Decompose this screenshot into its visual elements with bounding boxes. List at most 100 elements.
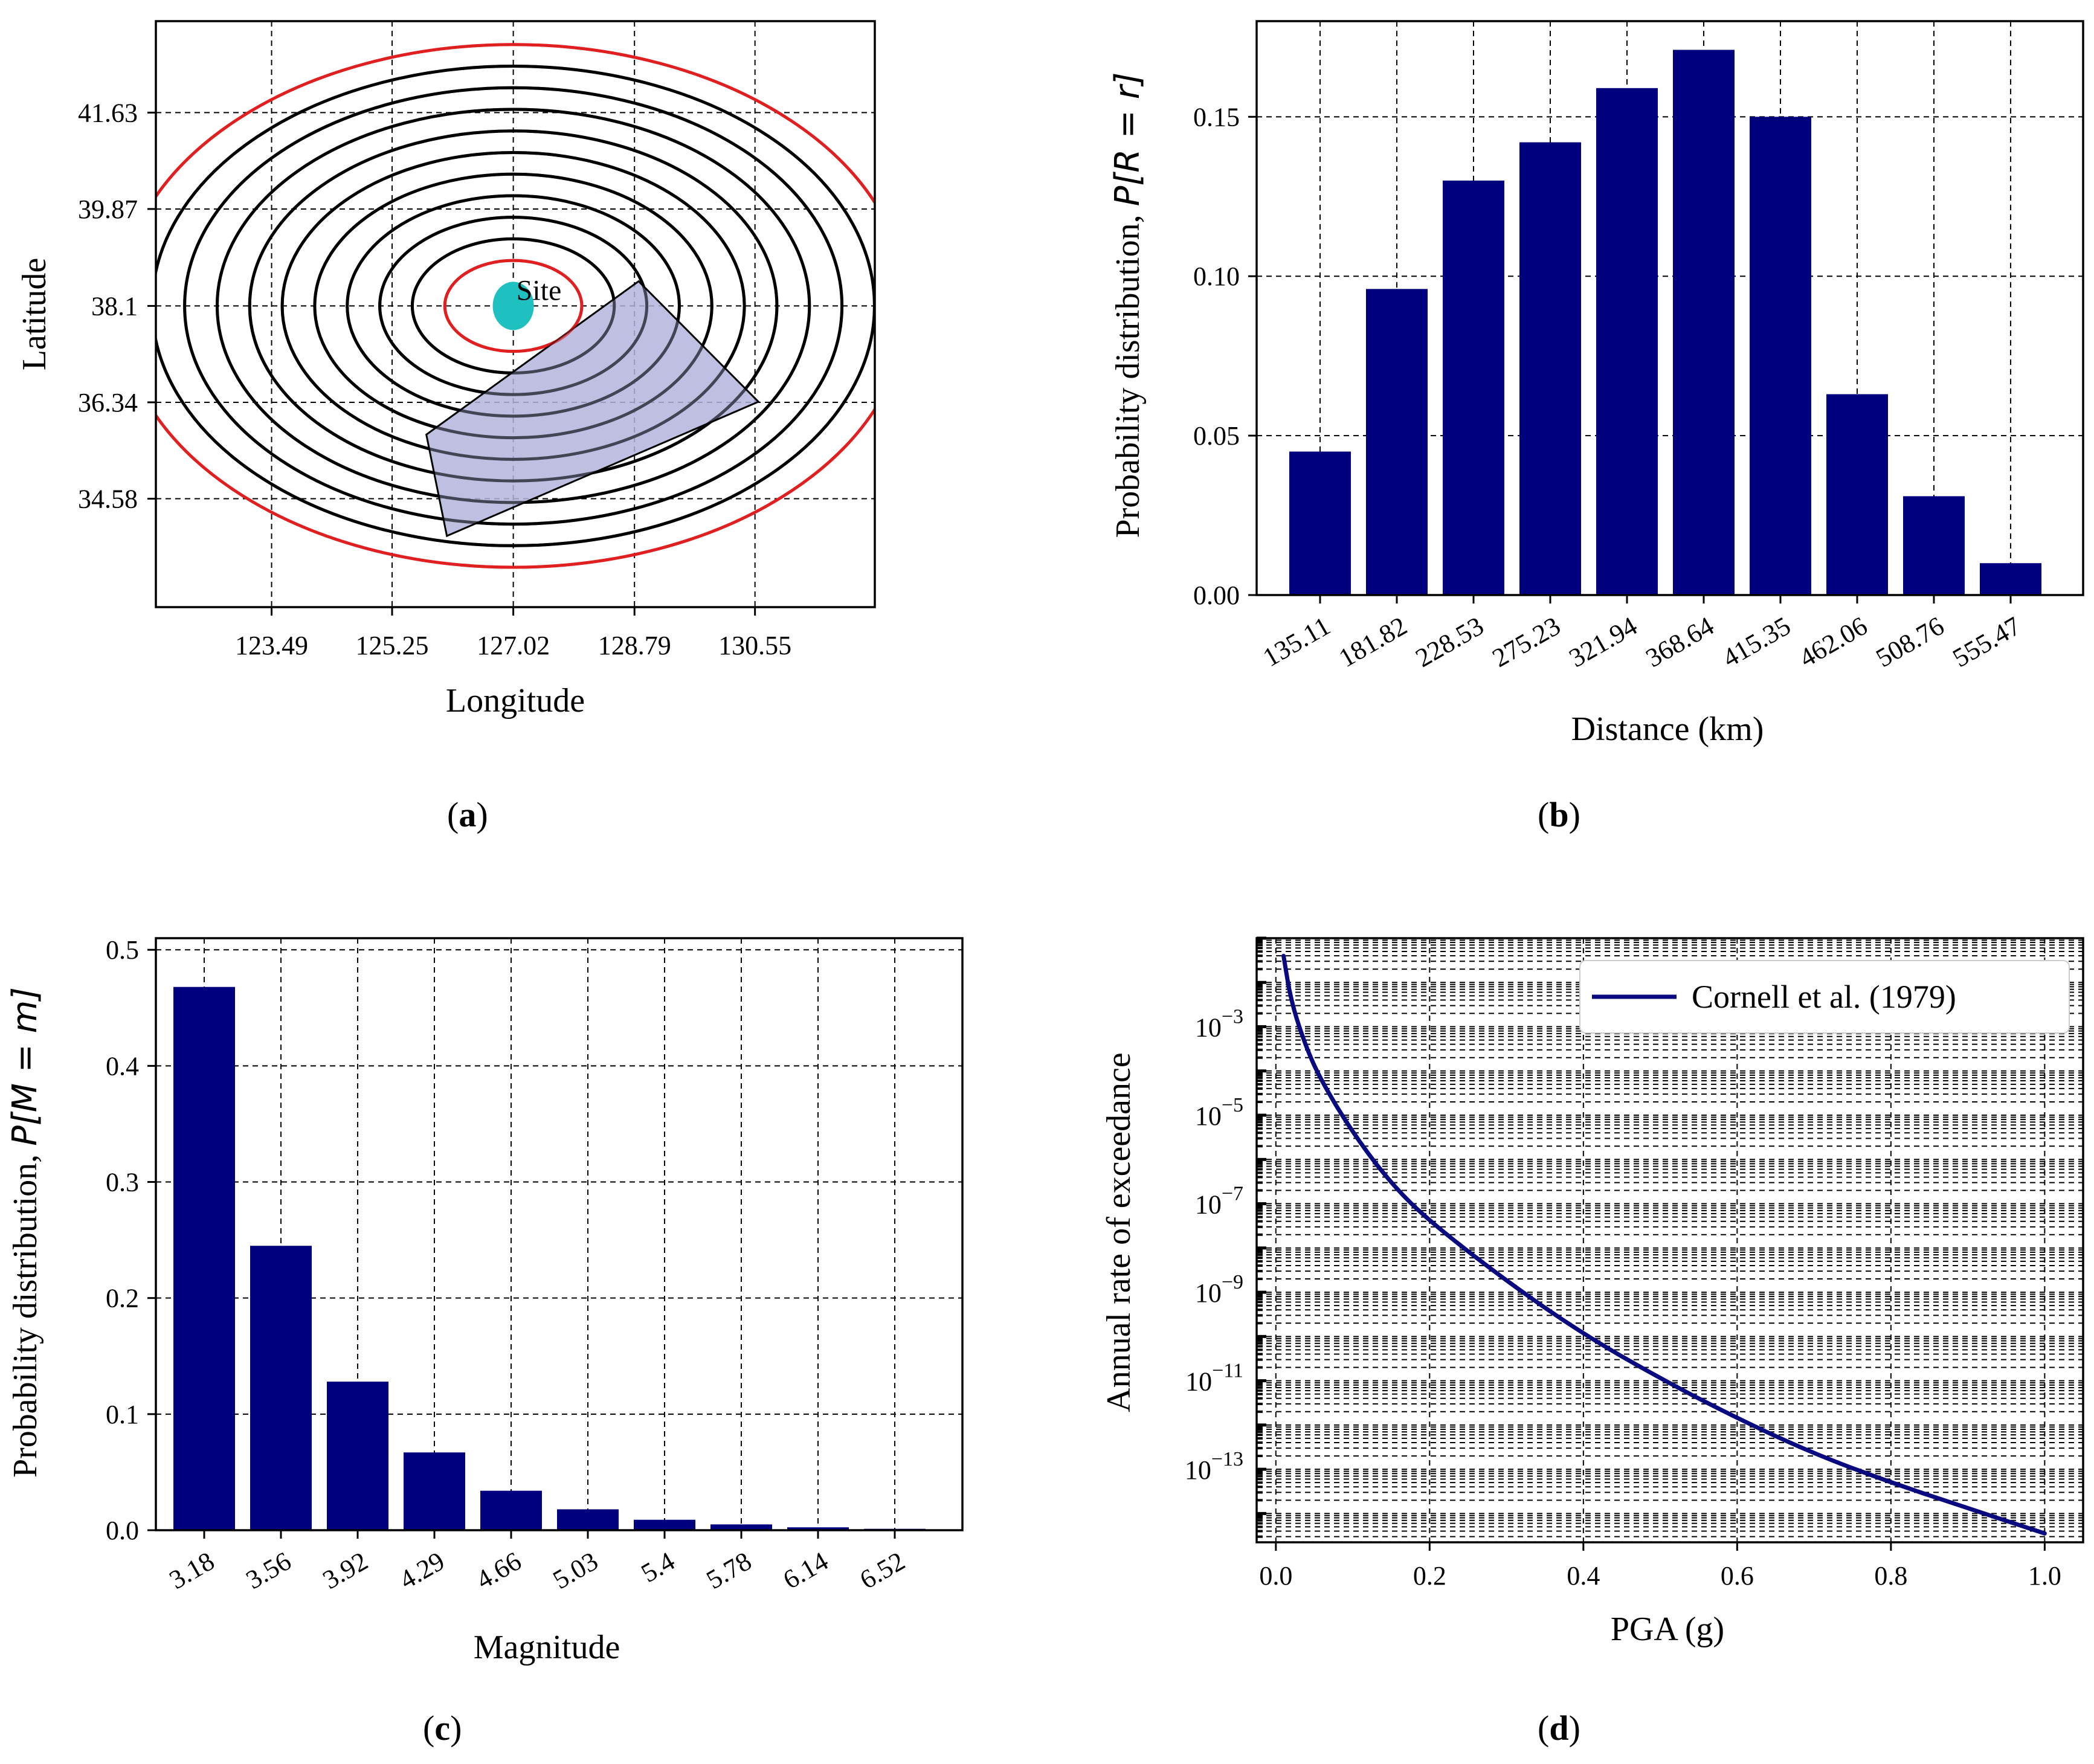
bar-181.82	[1366, 289, 1428, 595]
legend-box	[1579, 960, 2070, 1034]
panel-d-y-tick-label: 10−3	[1195, 1006, 1243, 1043]
panel-d-y-tick-label: 10−7	[1195, 1183, 1243, 1220]
distance-ring	[215, 108, 811, 504]
bar-228.53	[1443, 180, 1504, 595]
bar-508.76	[1903, 496, 1965, 595]
panel-b-y-tick-label: 0.15	[1193, 102, 1240, 132]
panel-b-y-tick-label: 0.05	[1193, 421, 1240, 451]
bar-5.78	[710, 1524, 772, 1530]
panel-b-y-axis-label-math: P[R = r]	[1108, 72, 1147, 206]
panel-c-y-ticks: 0.0 0.1 0.2 0.3 0.4 0.5	[106, 935, 156, 1545]
panel-a-x-tick-label: 128.79	[598, 631, 671, 660]
panel-d-hazard-curve: 0.0 0.2 0.4 0.6 0.8 1.0 10−3 10−5 10−7 10−9 10−11…	[1100, 936, 2084, 1748]
panel-d-y-tick-label: 10−11	[1185, 1360, 1243, 1397]
panel-d-x-tick-label: 1.0	[2028, 1561, 2061, 1591]
panel-d-x-tick-label: 0.6	[1721, 1561, 1754, 1591]
panel-c-y-tick-label: 0.3	[106, 1168, 139, 1197]
panel-a-frame	[155, 20, 876, 608]
panel-a-y-tick-label: 41.63	[78, 98, 138, 127]
bar-462.06	[1826, 394, 1888, 595]
distance-ring	[313, 172, 714, 440]
panel-c-y-tick-label: 0.0	[106, 1516, 139, 1545]
panel-d-y-axis-label: Annual rate of exceedance	[1100, 1052, 1138, 1412]
panel-a-y-tick-label: 36.34	[78, 388, 138, 417]
distance-ring	[248, 129, 779, 483]
panel-c-y-tick-label: 0.1	[106, 1400, 139, 1429]
panel-d-x-tick-label: 0.0	[1259, 1561, 1292, 1591]
panel-c-x-ticks: 3.18 3.56 3.92 4.29 4.66 5.03 5.4 5.78 6.14 6.52	[164, 1530, 910, 1595]
bar-3.92	[327, 1382, 388, 1530]
panel-b-y-tick-label: 0.10	[1193, 262, 1240, 291]
panel-c-x-tick-label: 5.4	[636, 1546, 680, 1588]
panel-b-x-tick-label: 508.76	[1871, 611, 1949, 673]
panel-c-x-tick-label: 4.29	[395, 1546, 449, 1595]
bar-3.56	[250, 1246, 312, 1530]
panel-b-bars	[1289, 50, 2041, 596]
panel-d-x-ticks: 0.0 0.2 0.4 0.6 0.8 1.0	[1259, 1542, 2061, 1591]
panel-a-x-ticks: 123.49 125.25 127.02 128.79 130.55	[235, 607, 791, 660]
panel-a-y-tick-label: 39.87	[78, 195, 138, 224]
panel-b-y-axis-label: Probability distribution, P[R = r]	[1108, 72, 1147, 538]
panel-b-x-tick-label: 555.47	[1948, 611, 2026, 673]
panel-c-x-tick-label: 6.52	[855, 1546, 910, 1595]
panel-a-map: Site 123.49 125.25 127.02 128.79 130.55 34.5…	[16, 20, 876, 834]
bar-5.4	[634, 1519, 695, 1530]
panel-c-x-tick-label: 6.14	[778, 1546, 833, 1595]
panel-d-y-ticks: 10−3 10−5 10−7 10−9 10−11 10−13	[1185, 936, 1266, 1538]
bar-368.64	[1673, 50, 1735, 595]
panel-a-y-ticks: 34.58 36.34 38.1 39.87 41.63	[78, 98, 156, 514]
panel-a-x-tick-label: 125.25	[356, 631, 429, 660]
distance-ring	[410, 237, 616, 375]
panel-c-y-tick-label: 0.4	[106, 1051, 139, 1081]
distance-ring	[280, 150, 746, 461]
bar-135.11	[1289, 451, 1351, 595]
panel-b-y-axis-label-text: Probability distribution,	[1109, 206, 1147, 538]
panel-c-caption-letter: c	[434, 1708, 450, 1748]
panel-b-x-tick-label: 228.53	[1411, 611, 1489, 673]
panel-d-x-tick-label: 0.8	[1874, 1561, 1907, 1591]
bar-6.14	[787, 1527, 849, 1530]
panel-c-x-tick-label: 4.66	[471, 1546, 526, 1595]
legend-entry-cornell: Cornell et al. (1979)	[1692, 979, 1956, 1015]
panel-c-caption: (c)	[423, 1708, 462, 1748]
panel-a-caption-letter: a	[459, 795, 476, 834]
panel-d-x-axis-label: PGA (g)	[1611, 1611, 1724, 1648]
panel-b-caption-letter: b	[1549, 795, 1568, 834]
panel-d-y-tick-label: 10−9	[1195, 1271, 1243, 1308]
panel-c-y-tick-label: 0.5	[106, 935, 139, 965]
panel-d-caption-letter: d	[1549, 1708, 1568, 1748]
panel-b-x-tick-label: 135.11	[1258, 611, 1335, 672]
panel-c-frame	[155, 937, 964, 1531]
bar-4.66	[480, 1490, 542, 1530]
panel-c-y-axis-label-text: Probability distribution,	[7, 1146, 44, 1478]
site-marker	[492, 282, 534, 330]
distance-rings-over-polygon	[156, 43, 875, 569]
legend: Cornell et al. (1979)	[1579, 960, 2070, 1034]
seismic-source-polygon	[425, 280, 760, 538]
bar-5.03	[557, 1509, 619, 1530]
panel-b-x-axis-label: Distance (km)	[1571, 710, 1764, 748]
panel-c-y-tick-label: 0.2	[106, 1284, 139, 1313]
bar-415.35	[1750, 117, 1811, 596]
panel-c-magnitude-histogram: 3.18 3.56 3.92 4.29 4.66 5.03 5.4 5.78 6.14 6.52 …	[5, 935, 964, 1748]
panel-d-caption: (d)	[1538, 1708, 1580, 1748]
panel-b-x-tick-label: 181.82	[1334, 611, 1412, 673]
bar-555.47	[1980, 563, 2041, 595]
panel-c-x-tick-label: 3.56	[241, 1546, 296, 1595]
bar-321.94	[1596, 88, 1658, 596]
panel-a-y-tick-label: 38.1	[91, 291, 138, 321]
distance-ring	[183, 86, 844, 526]
boundary-ring	[156, 43, 875, 569]
panel-c-y-axis-label-math: P[M = m]	[5, 987, 45, 1146]
panel-b-y-tick-label: 0.00	[1193, 581, 1240, 610]
panel-b-x-ticks: 135.11181.82228.53275.23321.94368.64415.…	[1258, 595, 2026, 673]
panel-a-y-tick-label: 34.58	[78, 484, 138, 514]
distance-ring	[378, 216, 649, 396]
bar-3.18	[173, 987, 235, 1530]
panel-c-x-axis-label: Magnitude	[474, 1629, 620, 1666]
panel-d-y-tick-label: 10−13	[1185, 1448, 1243, 1485]
panel-c-x-tick-label: 3.92	[318, 1546, 373, 1595]
panel-a-y-axis-label: Latitude	[16, 258, 53, 371]
panel-b-x-tick-label: 462.06	[1794, 611, 1872, 673]
